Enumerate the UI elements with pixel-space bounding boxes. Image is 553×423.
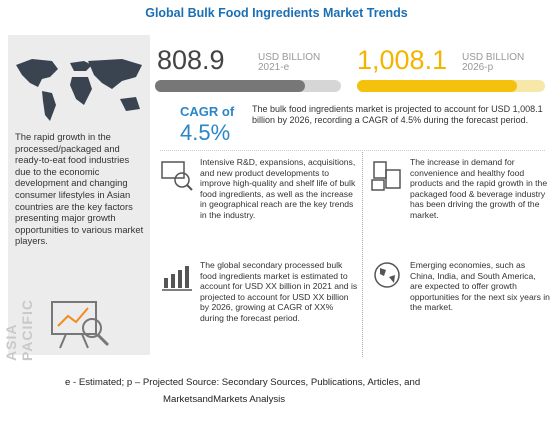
separator [362,152,363,357]
cagr-label: CAGR of [180,104,235,119]
stat-bar [357,80,517,92]
title: Global Bulk Food Ingredients Market Tren… [145,6,408,20]
stat-year: 2021-e [258,62,290,73]
item-icon [162,266,192,291]
item-text: The global secondary processed bulk food… [200,260,358,323]
left-text: The rapid growth in the processed/packag… [15,131,144,247]
stat-year: 2026-p [462,62,494,73]
stat-value: 1,008.1 [357,45,448,75]
cagr-value: 4.5% [180,120,231,145]
stat-value: 808.9 [157,45,225,75]
region-label: ASIA PACIFIC [3,299,35,361]
item-text: Intensive R&D, expansions, acquisitions,… [200,157,356,220]
stat-bar [155,80,305,92]
separator [160,150,545,151]
item-text: Emerging economies, such as China, India… [410,260,550,313]
item-icon [371,161,401,191]
stat-unit: USD BILLION [258,52,321,63]
item-text: The increase in demand for convenience a… [410,157,548,220]
footnote: MarketsandMarkets Analysis [163,394,286,405]
footnote: e - Estimated; p – Projected Source: Sec… [65,377,421,388]
world-map [16,59,142,121]
item-icon [374,262,400,288]
analysis-icon [51,301,110,349]
stat-unit: USD BILLION [462,52,525,63]
item-icon [161,161,193,191]
cagr-description: The bulk food ingredients market is proj… [252,104,543,125]
